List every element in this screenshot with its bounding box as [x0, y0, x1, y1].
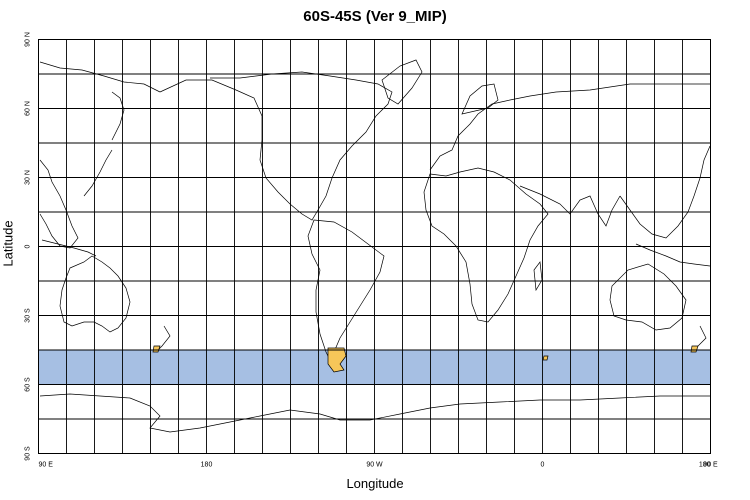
coastline-north-america	[159, 71, 393, 221]
coastline-arabia-india	[519, 185, 621, 227]
highlight-kerguelen	[542, 355, 549, 361]
coastline-madagascar	[533, 261, 543, 292]
y-tick-label: 90 N	[25, 32, 32, 47]
y-tick-label: 60 S	[25, 377, 32, 392]
coastline-europe	[429, 83, 710, 171]
plot-frame	[38, 39, 711, 454]
y-tick-label: 60 N	[25, 101, 32, 116]
x-axis-label: Longitude	[346, 476, 404, 491]
x-tick-label: 90 E	[703, 462, 718, 469]
coastline-australia-left	[59, 255, 131, 333]
y-tick-label: 30 S	[25, 308, 32, 323]
y-tick-label: 0	[25, 244, 32, 248]
coastline-africa	[423, 167, 549, 323]
highlight-patagonia	[327, 347, 347, 373]
coastline-australia-right	[609, 263, 687, 331]
y-axis-label: Latitude	[0, 220, 16, 267]
chart-title: 60S-45S (Ver 9_MIP)	[303, 8, 447, 25]
coastline-south-america	[307, 219, 385, 366]
coastline-siberia-left	[39, 61, 161, 93]
coastline-layer	[39, 59, 711, 433]
coastline-east-asia-right	[619, 145, 711, 239]
x-tick-label: 90 E	[39, 462, 54, 469]
coastline-japan	[83, 149, 113, 197]
y-tick-label: 90 S	[25, 446, 32, 461]
coastline-antarctica	[39, 393, 710, 433]
coastline-indonesia-left	[41, 239, 97, 257]
x-tick-label: 0	[541, 462, 545, 469]
coastline-greenland	[381, 59, 423, 105]
coastline-kamchatka	[111, 91, 125, 141]
x-tick-label: 90 W	[366, 462, 383, 469]
y-tick-label: 30 N	[25, 170, 32, 185]
x-tick-label: 180	[699, 462, 711, 469]
coastline-scandinavia	[461, 83, 499, 115]
graticule-layer	[38, 39, 711, 454]
highlighted-land-layer	[152, 345, 699, 373]
x-tick-label: 180	[201, 462, 213, 469]
coastline-east-asia-left	[39, 159, 79, 249]
coastline-indonesia-right	[635, 243, 711, 267]
